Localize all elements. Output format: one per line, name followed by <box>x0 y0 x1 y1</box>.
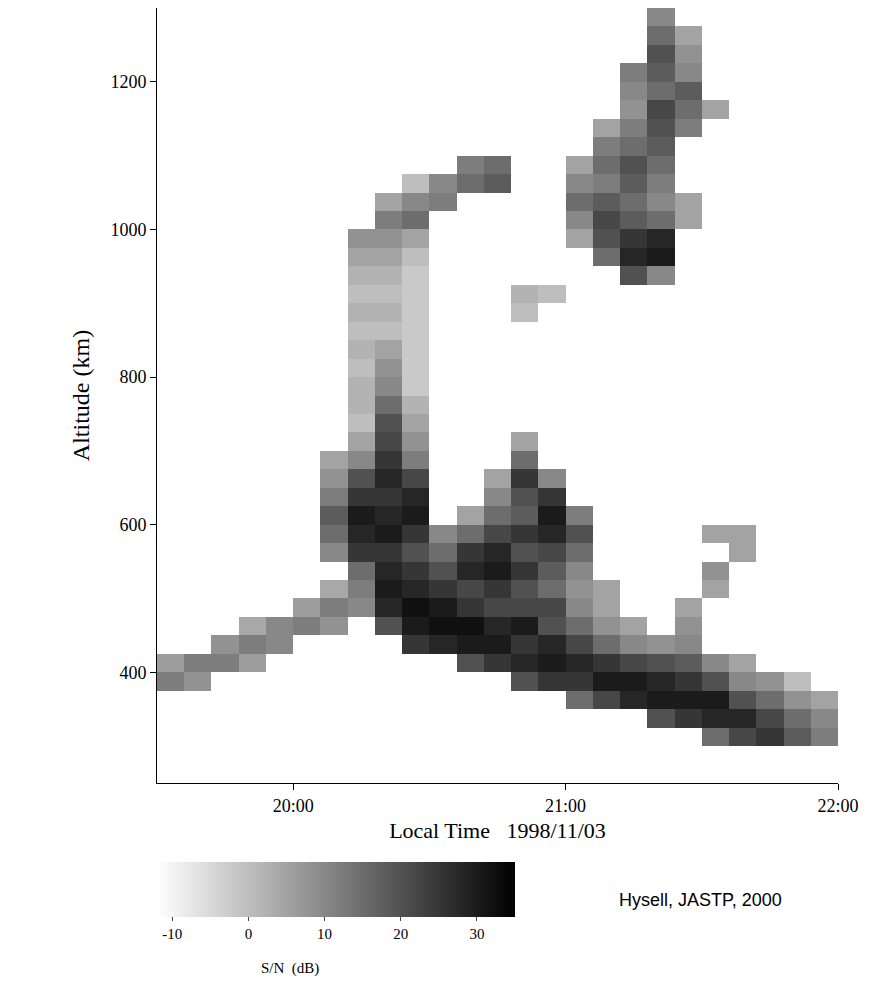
svg-text:21:00: 21:00 <box>545 796 586 816</box>
svg-text:800: 800 <box>119 367 146 387</box>
svg-text:-10: -10 <box>162 926 182 942</box>
svg-text:S/N (dB): S/N (dB) <box>261 960 319 977</box>
svg-text:Altitude (km): Altitude (km) <box>68 330 94 461</box>
svg-text:30: 30 <box>469 926 484 942</box>
svg-text:1200: 1200 <box>110 72 146 92</box>
svg-text:20: 20 <box>393 926 408 942</box>
svg-text:22:00: 22:00 <box>817 796 858 816</box>
svg-text:1000: 1000 <box>110 220 146 240</box>
svg-text:20:00: 20:00 <box>273 796 314 816</box>
svg-text:Local Time 1998/11/03: Local Time 1998/11/03 <box>389 818 606 843</box>
svg-text:0: 0 <box>245 926 253 942</box>
svg-text:400: 400 <box>119 663 146 683</box>
svg-text:Hysell, JASTP, 2000: Hysell, JASTP, 2000 <box>619 890 782 910</box>
svg-text:10: 10 <box>317 926 332 942</box>
svg-text:600: 600 <box>119 515 146 535</box>
